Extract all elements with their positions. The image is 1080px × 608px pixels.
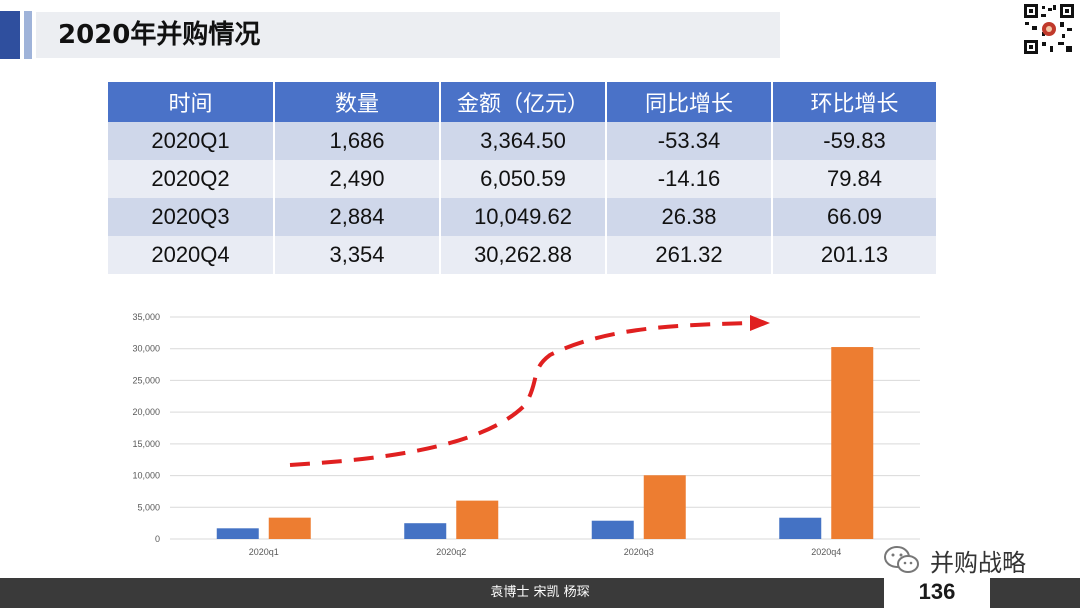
title-accent-bar [0,11,20,59]
watermark: 并购战略 [882,540,1026,580]
trend-arrow-line [289,321,751,467]
x-tick-label: 2020q4 [811,547,841,557]
column-header: 同比增长 [606,82,773,122]
table-cell: 30,262.88 [440,236,607,274]
watermark-text: 并购战略 [930,548,1026,577]
table-cell: 66.09 [772,198,936,236]
table-cell: 6,050.59 [440,160,607,198]
table-row: 2020Q4 3,354 30,262.88 261.32 201.13 [108,236,936,274]
table-row: 2020Q2 2,490 6,050.59 -14.16 79.84 [108,160,936,198]
table-cell: 2,884 [274,198,441,236]
page-title: 2020年并购情况 [58,20,261,50]
table-cell: -59.83 [772,122,936,160]
bar [831,347,874,539]
title-band [36,12,780,58]
table-row: 2020Q3 2,884 10,049.62 26.38 66.09 [108,198,936,236]
table-cell: 79.84 [772,160,936,198]
trend-arrow-head [750,315,770,331]
y-tick-label: 10,000 [132,471,160,481]
column-header: 金额（亿元） [440,82,607,122]
page-number: 136 [918,579,956,604]
x-tick-label: 2020q3 [624,547,654,557]
table-cell: -53.34 [606,122,773,160]
y-tick-label: 35,000 [132,312,160,322]
bar [456,500,499,539]
table-header-row: 时间 数量 金额（亿元） 同比增长 环比增长 [108,82,936,122]
y-tick-label: 25,000 [132,375,160,385]
table-cell: 201.13 [772,236,936,274]
footer-authors: 袁博士 宋凯 杨琛 [490,585,590,600]
column-header: 环比增长 [772,82,936,122]
ma-summary-table: 时间 数量 金额（亿元） 同比增长 环比增长 2020Q1 1,686 3,36… [108,82,936,274]
bar [591,520,634,539]
table-cell: 1,686 [274,122,441,160]
bar-chart: 0 5,000 10,000 15,000 20,000 25,000 30,000 35,0… [132,312,920,557]
table-cell: -14.16 [606,160,773,198]
y-tick-label: 15,000 [132,439,160,449]
bar [779,517,822,539]
table-row: 2020Q1 1,686 3,364.50 -53.34 -59.83 [108,122,936,160]
y-tick-label: 0 [155,534,160,544]
x-tick-label: 2020q2 [436,547,466,557]
qr-code-icon [1022,2,1076,56]
table-cell: 2020Q1 [108,122,275,160]
table-cell: 10,049.62 [440,198,607,236]
x-tick-label: 2020q1 [249,547,279,557]
bar [643,475,686,539]
wechat-icon [884,546,919,573]
table-cell: 26.38 [606,198,773,236]
title-accent-bar-light [24,11,32,59]
table-cell: 2020Q2 [108,160,275,198]
y-tick-label: 30,000 [132,344,160,354]
table-cell: 261.32 [606,236,773,274]
y-tick-label: 20,000 [132,407,160,417]
page-number-box [884,576,990,608]
column-header: 数量 [274,82,441,122]
table-cell: 2,490 [274,160,441,198]
bar [268,517,311,539]
bar [216,528,259,539]
bar [404,523,447,539]
table-cell: 2020Q4 [108,236,275,274]
table-cell: 2020Q3 [108,198,275,236]
table-cell: 3,364.50 [440,122,607,160]
y-tick-label: 5,000 [137,502,160,512]
column-header: 时间 [108,82,275,122]
table-cell: 3,354 [274,236,441,274]
